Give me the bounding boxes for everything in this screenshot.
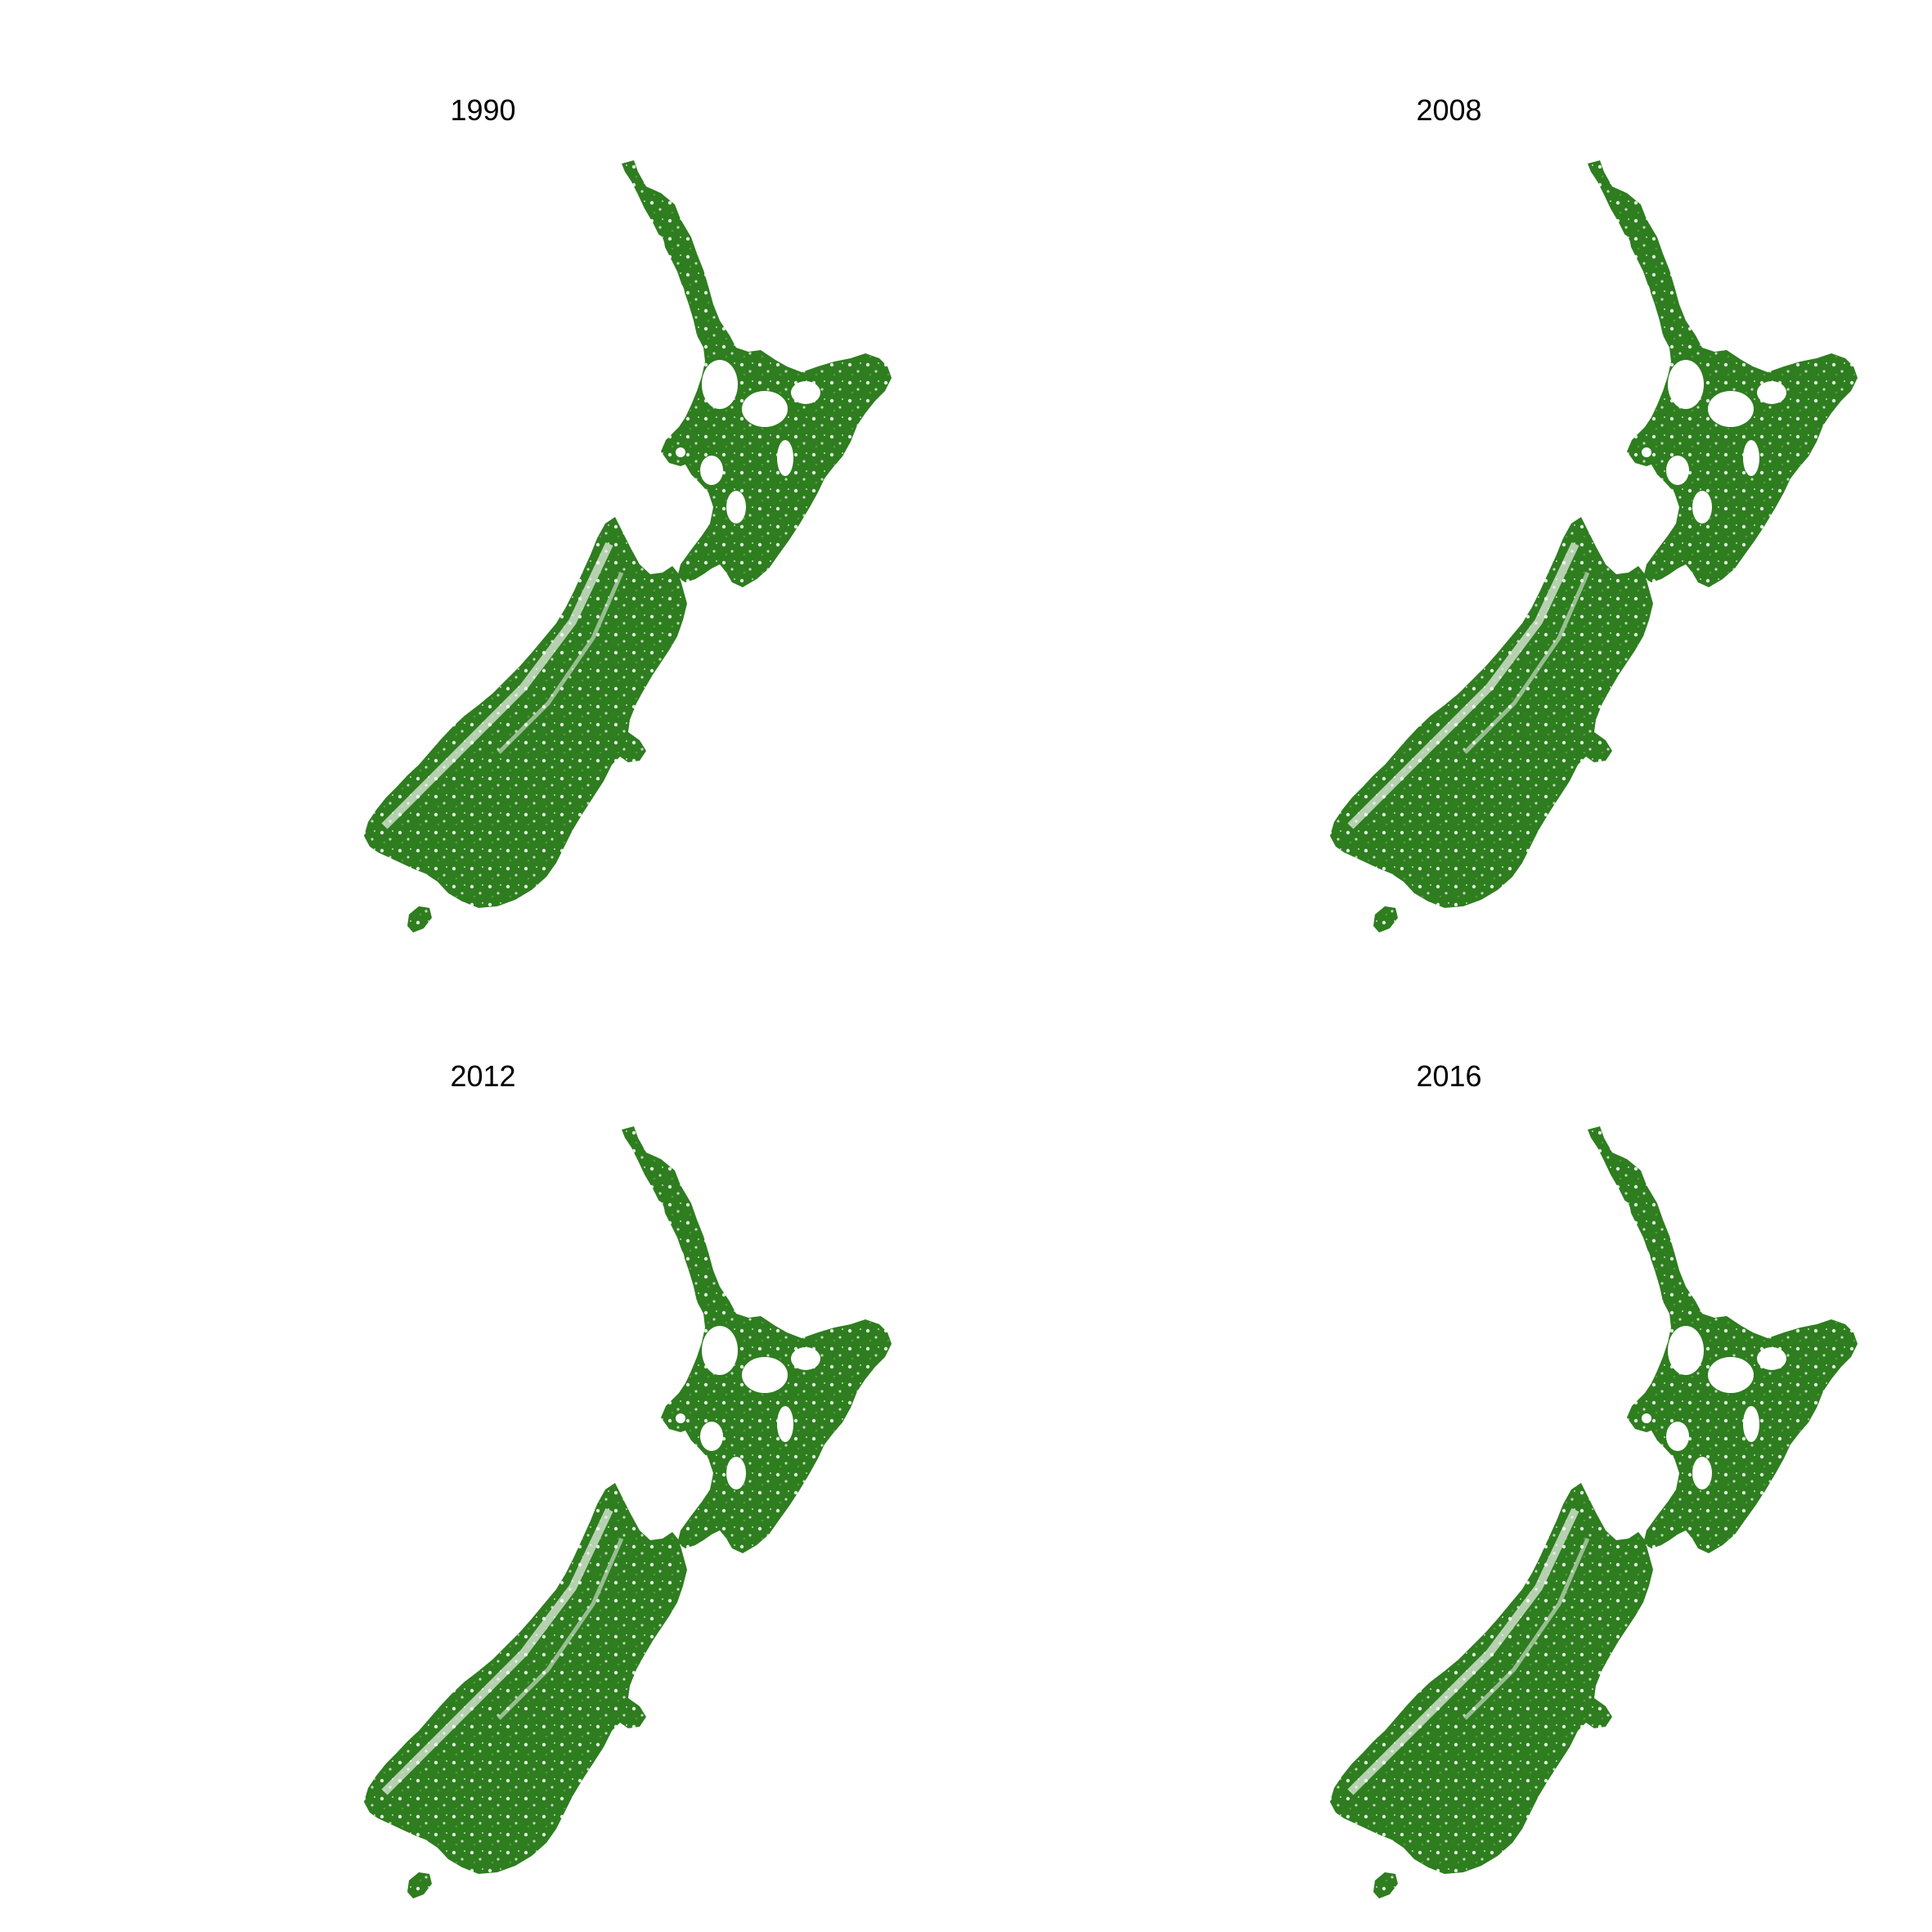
- map-panel-2008: 2008: [966, 0, 1932, 966]
- panel-title: 2008: [1416, 93, 1482, 127]
- map-panel-2016: 2016: [966, 966, 1932, 1932]
- new-zealand-map: [0, 0, 966, 966]
- new-zealand-map: [966, 966, 1932, 1932]
- new-zealand-map: [966, 0, 1932, 966]
- map-panel-2012: 2012: [0, 966, 966, 1932]
- panel-title: 1990: [450, 93, 516, 127]
- panel-title: 2016: [1416, 1059, 1482, 1093]
- panel-title: 2012: [450, 1059, 516, 1093]
- new-zealand-map: [0, 966, 966, 1932]
- map-panel-1990: 1990: [0, 0, 966, 966]
